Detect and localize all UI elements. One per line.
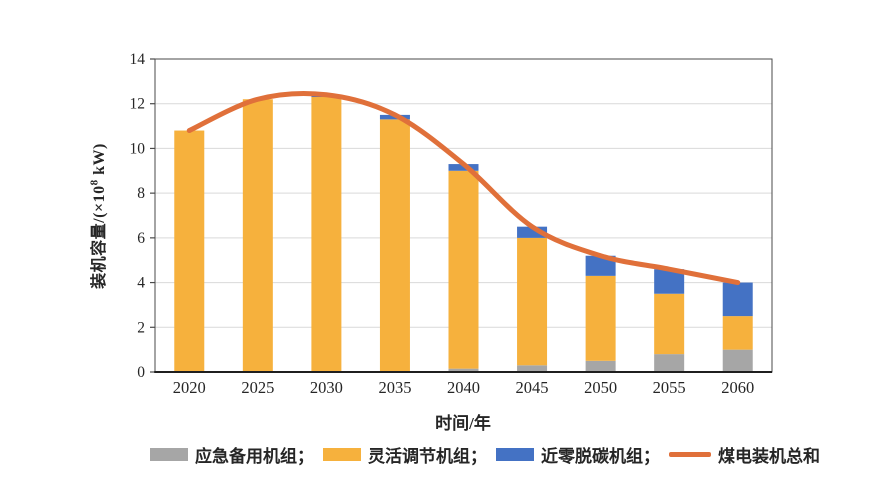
bar-segment (311, 97, 342, 372)
y-tick-label: 0 (137, 364, 145, 381)
total-line (186, 90, 741, 286)
x-tick-label: 2055 (653, 378, 686, 397)
legend-color-swatch (323, 448, 361, 461)
y-tick-label: 8 (137, 185, 145, 202)
legend-item-3: 煤电装机总和 (669, 442, 820, 467)
x-tick-label: 2025 (241, 378, 274, 397)
bar-segment (242, 99, 273, 372)
bar-segment (654, 354, 685, 372)
bar-segment (654, 293, 685, 355)
legend-item-1: 灵活调节机组； (323, 442, 487, 467)
y-tick-label: 6 (137, 230, 145, 247)
x-axis-title: 时间/年 (435, 414, 491, 433)
legend: 应急备用机组； 灵活调节机组； 近零脱碳机组； 煤电装机总和 (150, 442, 820, 467)
x-tick-label: 2050 (584, 378, 617, 397)
legend-item-0: 应急备用机组； (150, 442, 314, 467)
legend-color-swatch (150, 448, 188, 461)
x-tick-label: 2045 (516, 378, 549, 397)
legend-label: 近零脱碳机组； (541, 447, 660, 466)
y-axis-title: 装机容量/(×108 kW) (85, 143, 109, 289)
bar-segment (722, 282, 753, 317)
legend-label: 应急备用机组； (195, 447, 314, 466)
bar-segment (722, 316, 753, 350)
y-tick-label: 10 (130, 140, 146, 157)
bar-segment (722, 349, 753, 372)
bar-segment (174, 130, 205, 372)
bar-segment (585, 360, 616, 372)
bar-segment (448, 368, 479, 372)
bar-segment (517, 237, 548, 366)
x-tick-label: 2020 (173, 378, 206, 397)
y-tick-label: 14 (130, 51, 146, 68)
legend-label: 灵活调节机组； (368, 447, 487, 466)
legend-color-swatch (496, 448, 534, 461)
bar-segment (517, 226, 548, 238)
legend-label: 煤电装机总和 (718, 447, 820, 466)
bar-segment (448, 170, 479, 369)
legend-line-swatch (669, 452, 711, 457)
bar-segment (448, 164, 479, 171)
y-tick-label: 4 (137, 275, 145, 292)
y-axis-title-suffix: kW) (91, 143, 108, 180)
legend-item-2: 近零脱碳机组； (496, 442, 660, 467)
y-axis-title-superscript: 8 (88, 179, 101, 186)
bar-segment (379, 119, 410, 372)
x-tick-label: 2030 (310, 378, 343, 397)
bar-segment (585, 275, 616, 361)
bar-segment (517, 365, 548, 372)
x-tick-label: 2060 (721, 378, 754, 397)
x-tick-label: 2035 (378, 378, 411, 397)
x-tick-label: 2040 (447, 378, 480, 397)
y-tick-label: 2 (137, 319, 145, 336)
y-tick-label: 12 (130, 96, 146, 113)
bar-segment (585, 255, 616, 276)
y-axis-title-prefix: 装机容量/(×10 (91, 185, 108, 289)
